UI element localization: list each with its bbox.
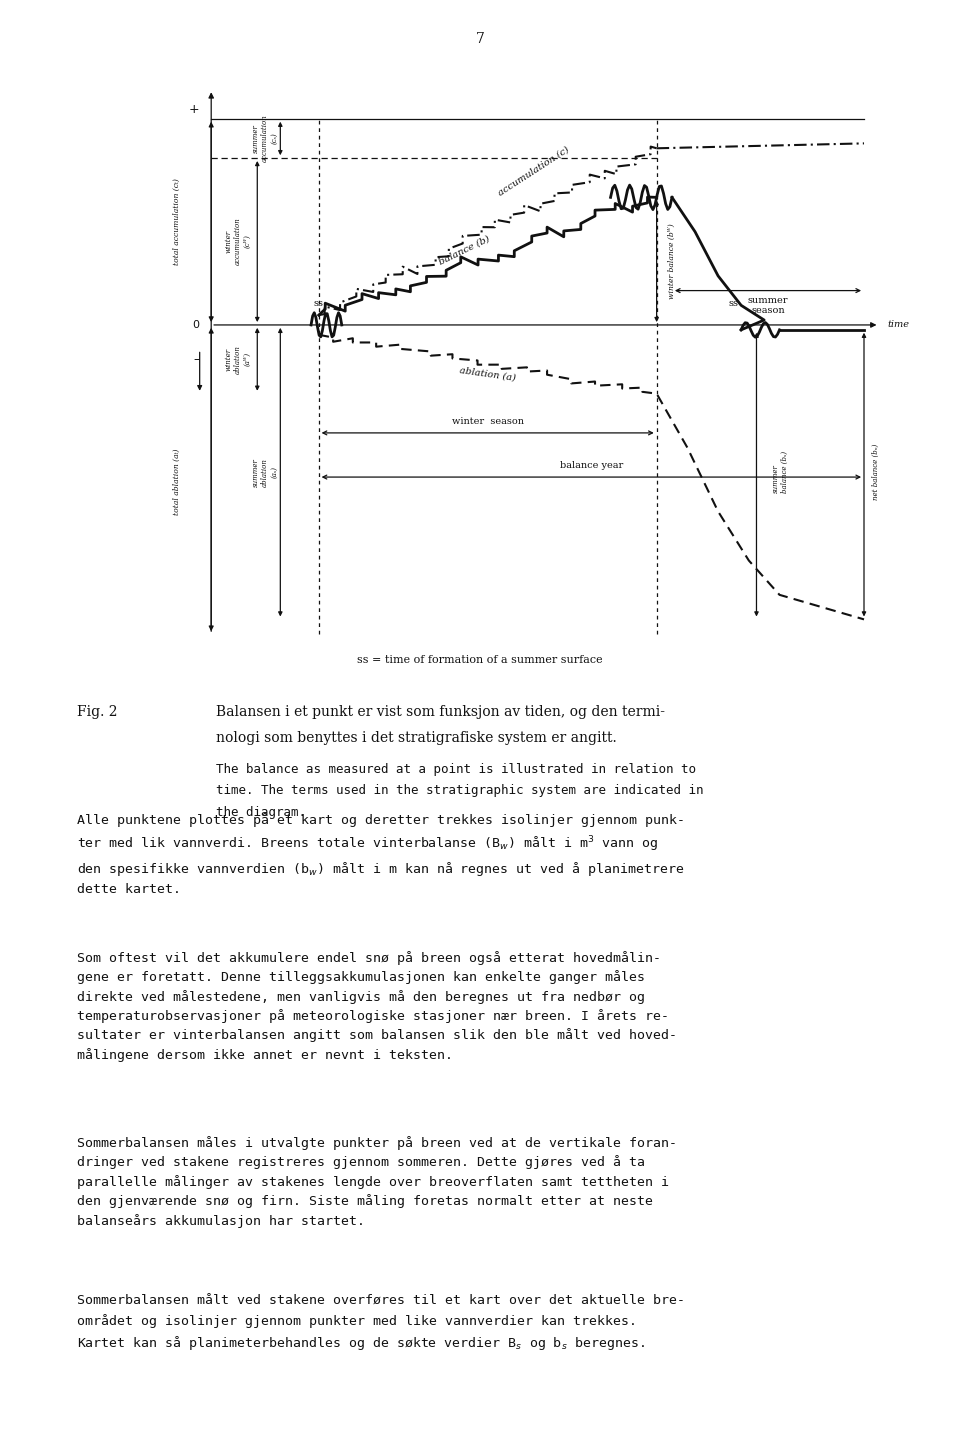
Text: summer
balance (bₛ): summer balance (bₛ) — [772, 451, 789, 493]
Text: Sommerbalansen måles i utvalgte punkter på breen ved at de vertikale foran-
drin: Sommerbalansen måles i utvalgte punkter … — [77, 1136, 677, 1227]
Text: winter  season: winter season — [452, 417, 524, 425]
Text: +: + — [189, 103, 200, 116]
Text: winter
ablation
(aᵂ): winter ablation (aᵂ) — [225, 344, 252, 373]
Text: –: – — [193, 353, 200, 366]
Text: summer
ablation
(aₛ): summer ablation (aₛ) — [252, 457, 278, 486]
Text: total accumulation (cₜ): total accumulation (cₜ) — [173, 178, 180, 265]
Text: Alle punktene plottes på et kart og deretter trekkes isolinjer gjennom punk-
ter: Alle punktene plottes på et kart og dere… — [77, 813, 684, 896]
Text: summer
season: summer season — [748, 295, 788, 315]
Text: nologi som benyttes i det stratigrafiske system er angitt.: nologi som benyttes i det stratigrafiske… — [216, 731, 616, 745]
Text: ss: ss — [729, 298, 738, 308]
Text: Fig. 2: Fig. 2 — [77, 705, 117, 719]
Text: Balansen i et punkt er vist som funksjon av tiden, og den termi-: Balansen i et punkt er vist som funksjon… — [216, 705, 665, 719]
Text: balance year: balance year — [560, 460, 623, 470]
Text: net balance (bₙ): net balance (bₙ) — [872, 444, 879, 501]
Text: ss: ss — [314, 298, 324, 308]
Text: winter balance (bᵂ): winter balance (bᵂ) — [668, 223, 676, 300]
Text: Sommerbalansen målt ved stakene overføres til et kart over det aktuelle bre-
omr: Sommerbalansen målt ved stakene overføre… — [77, 1295, 684, 1351]
Text: 7: 7 — [475, 32, 485, 46]
Text: total ablation (aₜ): total ablation (aₜ) — [173, 449, 180, 515]
Text: ss = time of formation of a summer surface: ss = time of formation of a summer surfa… — [357, 655, 603, 666]
Text: winter
accumulation
(cᵂ): winter accumulation (cᵂ) — [225, 217, 252, 265]
Text: 0: 0 — [193, 320, 200, 330]
Text: accumulation (c): accumulation (c) — [496, 145, 571, 197]
Text: balance (b): balance (b) — [438, 233, 492, 266]
Text: time: time — [887, 320, 909, 330]
Text: summer
accumulation
(cₛ): summer accumulation (cₛ) — [252, 114, 278, 162]
Text: The balance as measured at a point is illustrated in relation to: The balance as measured at a point is il… — [216, 763, 696, 776]
Text: ablation (a): ablation (a) — [459, 366, 516, 382]
Text: time. The terms used in the stratigraphic system are indicated in: time. The terms used in the stratigraphi… — [216, 784, 704, 797]
Text: the diagram.: the diagram. — [216, 806, 306, 819]
Text: Som oftest vil det akkumulere endel snø på breen også etterat hovedmålin-
gene e: Som oftest vil det akkumulere endel snø … — [77, 951, 677, 1062]
